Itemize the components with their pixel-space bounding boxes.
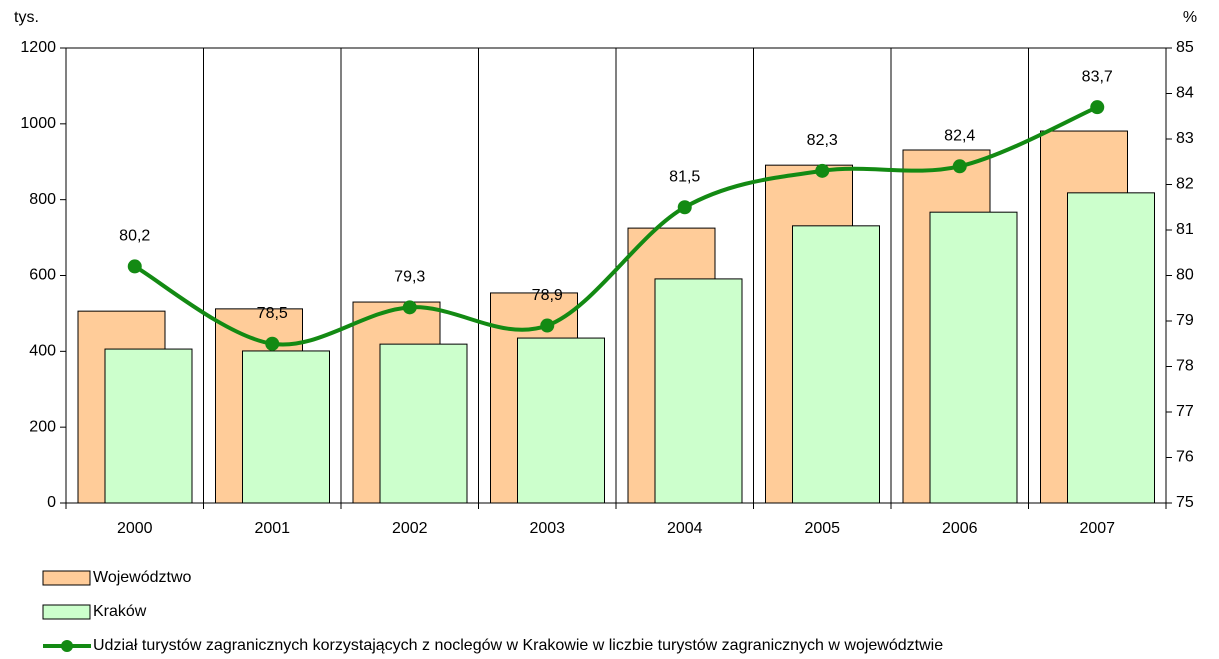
y2-tick-label: 75 [1176, 494, 1194, 511]
x-tick-label: 2002 [392, 520, 428, 537]
bar [792, 225, 880, 504]
y-tick-label: 0 [47, 494, 56, 511]
data-label: 78,9 [532, 287, 563, 304]
y2-tick-label: 78 [1176, 358, 1194, 375]
data-label: 81,5 [669, 168, 700, 185]
y2-tick-label: 83 [1176, 130, 1194, 147]
data-label: 82,4 [944, 128, 975, 145]
data-label: 82,3 [807, 132, 838, 149]
x-tick-label: 2007 [1079, 520, 1115, 537]
bar [654, 278, 743, 504]
line-marker [677, 200, 692, 215]
y-tick-label: 200 [29, 418, 56, 435]
line-marker [540, 318, 555, 333]
y-tick-label: 1000 [20, 115, 56, 132]
legend-swatch [42, 604, 91, 620]
y2-tick-label: 80 [1176, 267, 1194, 284]
legend-swatch-marker [61, 640, 73, 652]
bar [379, 343, 468, 504]
y2-tick-label: 84 [1176, 85, 1194, 102]
line-marker [815, 163, 830, 178]
y-tick-label: 400 [29, 343, 56, 360]
line-marker [127, 259, 142, 274]
x-tick-label: 2005 [804, 520, 840, 537]
y-tick-label: 1200 [20, 39, 56, 56]
data-label: 78,5 [257, 305, 288, 322]
y2-tick-label: 82 [1176, 176, 1194, 193]
y2-tick-label: 76 [1176, 449, 1194, 466]
line-marker [952, 159, 967, 174]
y-tick-label: 600 [29, 267, 56, 284]
y-tick-label: 800 [29, 191, 56, 208]
bar [929, 211, 1018, 504]
bar [517, 337, 605, 504]
x-tick-label: 2000 [117, 520, 153, 537]
line-marker [402, 300, 417, 315]
data-label: 83,7 [1082, 68, 1113, 85]
y2-tick-label: 85 [1176, 39, 1194, 56]
x-tick-label: 2004 [667, 520, 703, 537]
line [133, 105, 1099, 347]
y-axis-title: tys. [14, 9, 39, 26]
legend-label: Województwo [93, 569, 192, 586]
bar [1067, 192, 1155, 504]
x-tick-label: 2006 [942, 520, 978, 537]
line-marker [265, 336, 280, 351]
bar [104, 348, 193, 504]
legend-swatch [42, 570, 91, 586]
legend-label: Udział turystów zagranicznych korzystają… [93, 637, 943, 654]
x-tick-label: 2001 [254, 520, 290, 537]
y2-tick-label: 81 [1176, 221, 1194, 238]
legend-label: Kraków [93, 603, 147, 620]
y2-tick-label: 79 [1176, 312, 1194, 329]
y2-tick-label: 77 [1176, 403, 1194, 420]
y2-axis-title: % [1183, 9, 1197, 26]
line-marker [1090, 100, 1105, 115]
data-label: 80,2 [119, 228, 150, 245]
data-label: 79,3 [394, 269, 425, 286]
x-tick-label: 2003 [529, 520, 565, 537]
bar [242, 350, 330, 504]
